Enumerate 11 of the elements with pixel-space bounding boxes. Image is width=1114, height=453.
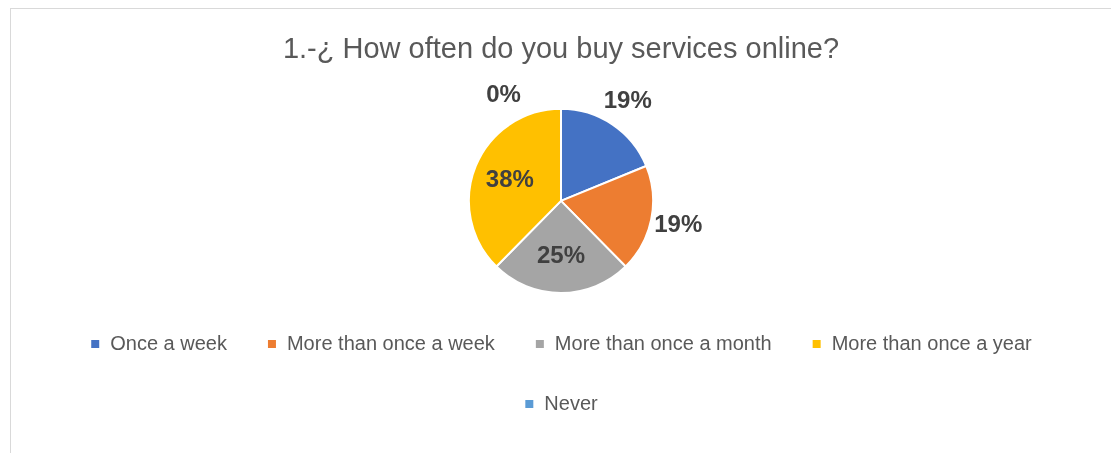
legend-label: Once a week <box>110 331 228 354</box>
data-label: 38% <box>485 164 534 192</box>
data-label: 25% <box>536 240 586 268</box>
text: 0% <box>486 80 521 108</box>
legend-label: More than once a month <box>554 331 772 354</box>
data-label: 19% <box>603 86 652 114</box>
legend-label: Never <box>544 391 599 414</box>
legend-label: More than once a year <box>831 331 1033 354</box>
legend-label: More than once a week <box>286 331 496 354</box>
data-label: 19% <box>654 209 703 237</box>
chart-title: 1.-¿ How often do you buy services online? <box>282 32 840 65</box>
